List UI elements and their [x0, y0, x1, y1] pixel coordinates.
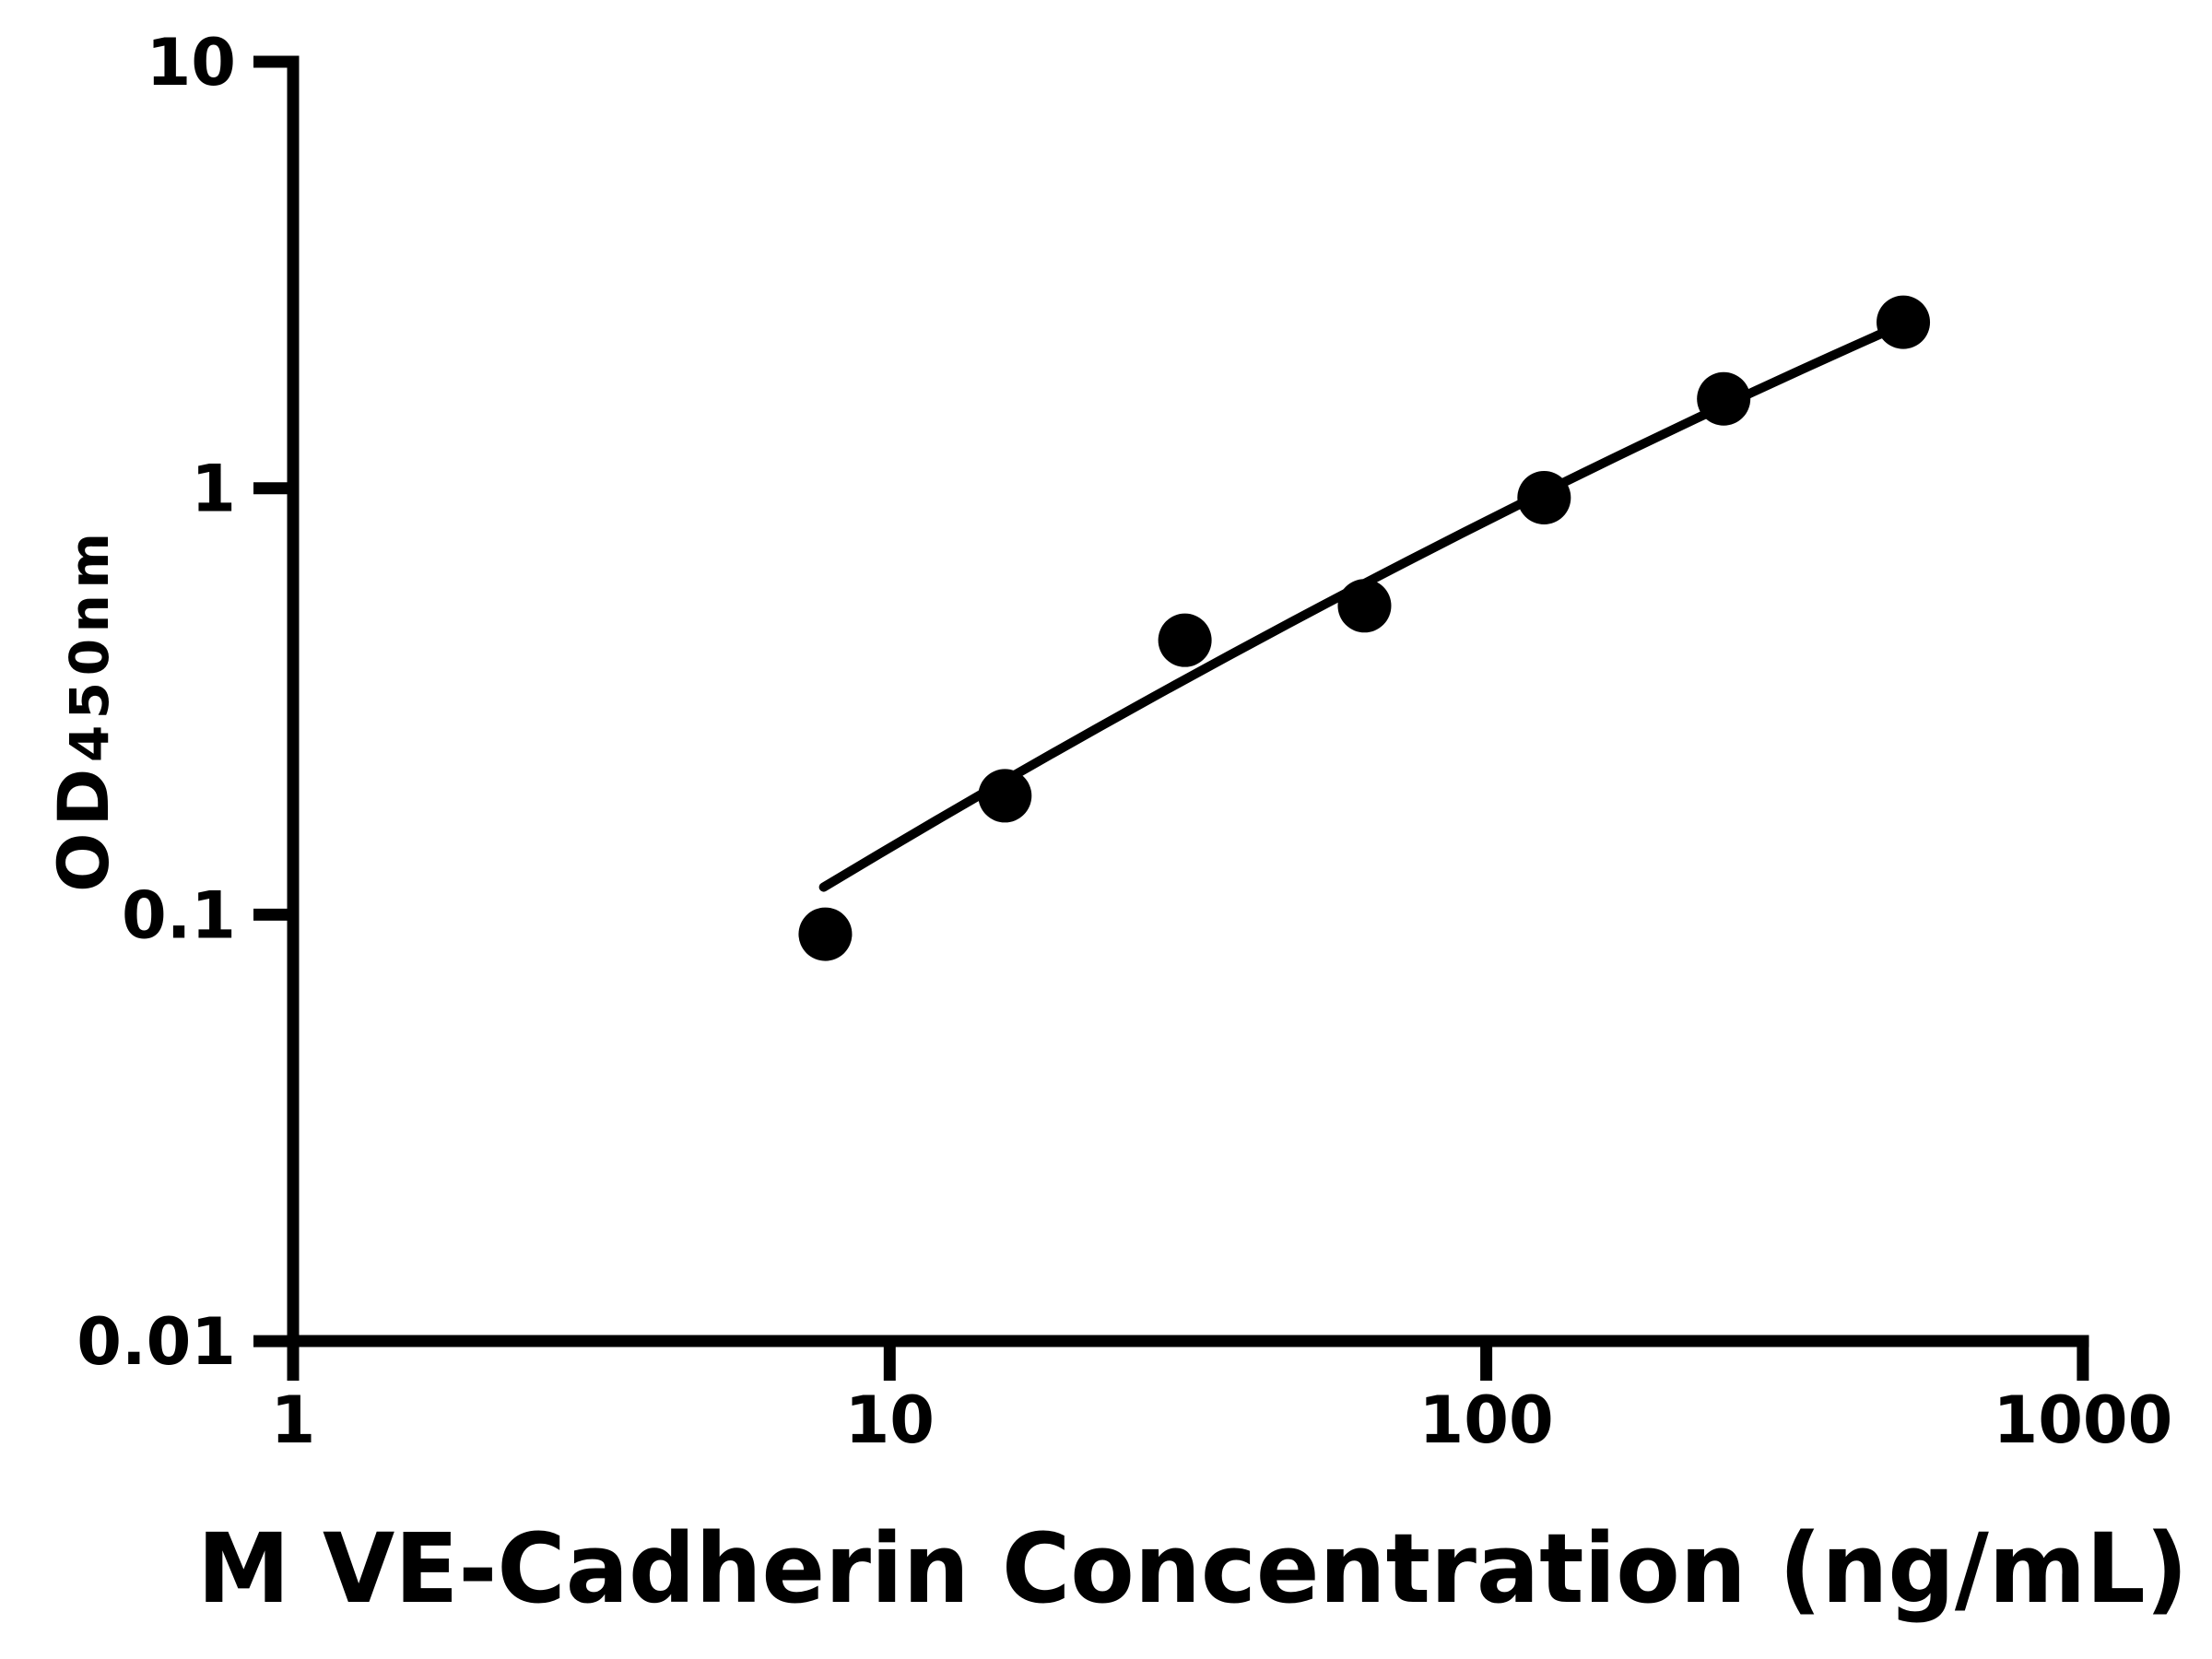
y-axis-title-sub: 450nm [58, 533, 121, 762]
x-tick-label: 1 [271, 1382, 316, 1458]
data-point [1158, 613, 1212, 667]
y-axis: 10 1 0.1 0.01 [76, 25, 300, 1380]
y-axis-title-main: OD [42, 769, 124, 892]
y-tick-label: 1 [191, 452, 236, 527]
y-tick-label: 10 [147, 25, 236, 100]
x-tick-label: 10 [845, 1382, 935, 1458]
data-point [1697, 371, 1751, 426]
y-tick-label: 0.1 [122, 877, 236, 953]
x-axis-title: M VE-Cadherin Concentration (ng/mL) [197, 1512, 2188, 1625]
x-axis: 1 10 100 1000 [271, 1335, 2172, 1458]
y-tick-label: 0.01 [76, 1304, 236, 1380]
data-point [798, 907, 853, 961]
data-point [1517, 471, 1571, 525]
y-axis-title: OD 450nm [42, 533, 124, 892]
x-tick-label: 100 [1419, 1382, 1554, 1458]
x-tick-label: 1000 [1993, 1382, 2172, 1458]
data-point [1877, 295, 1931, 349]
data-point [978, 769, 1032, 823]
data-points-group [798, 295, 1931, 961]
data-point [1337, 579, 1392, 633]
